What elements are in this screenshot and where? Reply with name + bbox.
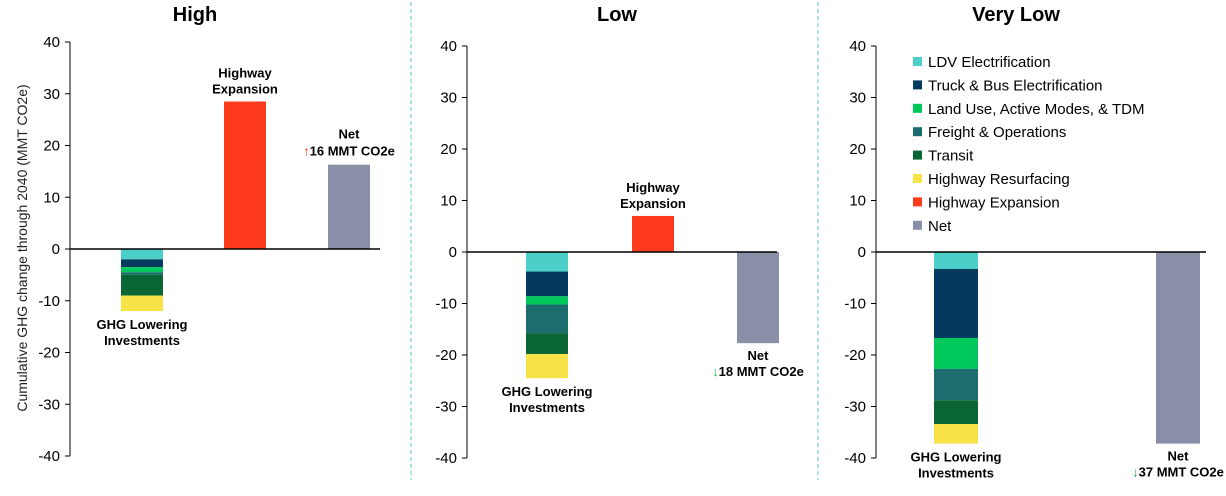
bar-segment-transit — [121, 274, 163, 296]
y-tick-label: 0 — [858, 244, 866, 261]
y-tick-label: -30 — [435, 399, 457, 416]
legend-swatch — [913, 174, 922, 183]
ghg-lowering-label: GHG Lowering — [97, 317, 188, 332]
legend-label: Highway Resurfacing — [928, 171, 1070, 188]
bar-segment-ldv-electrification — [526, 252, 568, 272]
legend-swatch — [913, 220, 922, 230]
y-tick-label: -10 — [435, 296, 457, 313]
bar-segment-ldv-electrification — [934, 252, 978, 269]
legend-label: Freight & Operations — [928, 124, 1066, 141]
legend-label: LDV Electrification — [928, 54, 1051, 71]
highway-expansion-label: Highway — [218, 66, 272, 81]
ghg-lowering-label: Investments — [918, 466, 994, 481]
bar-net — [1156, 252, 1200, 444]
bar-segment-highway-resurfacing — [526, 353, 568, 379]
highway-expansion-label: Expansion — [620, 196, 686, 211]
highway-expansion-label: Highway — [626, 180, 680, 195]
y-tick-label: 10 — [43, 189, 60, 206]
net-label: Net — [748, 348, 770, 363]
net-change-label: ↓37 MMT CO2e — [1132, 465, 1224, 480]
y-tick-label: 30 — [440, 90, 457, 107]
bar-net — [737, 252, 779, 344]
y-tick-label: 10 — [440, 193, 457, 210]
y-tick-label: -40 — [435, 450, 457, 467]
legend-swatch — [913, 197, 922, 207]
bar-segment-truck-bus-electrification — [934, 268, 978, 339]
legend-label: Truck & Bus Electrification — [928, 77, 1103, 94]
y-tick-label: -10 — [844, 296, 866, 313]
bar-segment-truck-bus-electrification — [526, 271, 568, 297]
bar-segment-freight-operations — [121, 272, 163, 275]
bar-segment-land-use-active-modes-tdm — [934, 338, 978, 369]
legend-swatch — [913, 103, 922, 113]
net-direction-arrow: ↓ — [1132, 465, 1139, 480]
bar-segment-freight-operations — [934, 368, 978, 401]
bar-segment-highway-resurfacing — [121, 295, 163, 312]
y-tick-label: 0 — [52, 241, 60, 258]
y-tick-label: -20 — [844, 347, 866, 364]
y-tick-label: 20 — [43, 138, 60, 155]
ghg-lowering-label: Investments — [104, 333, 180, 348]
legend-label: Highway Expansion — [928, 194, 1060, 211]
net-direction-arrow: ↑ — [303, 144, 310, 159]
legend-label: Net — [928, 218, 952, 235]
legend-swatch — [913, 80, 922, 90]
net-label: Net — [339, 127, 361, 142]
y-tick-label: -40 — [844, 450, 866, 467]
net-change-label: ↓18 MMT CO2e — [712, 364, 804, 379]
y-tick-label: -40 — [38, 448, 60, 465]
y-tick-label: -20 — [435, 347, 457, 364]
net-direction-arrow: ↓ — [712, 364, 719, 379]
bar-highway-expansion — [632, 215, 674, 252]
ghg-lowering-label: GHG Lowering — [911, 450, 1002, 465]
bar-segment-ldv-electrification — [121, 249, 163, 260]
chart-title: High — [173, 4, 217, 26]
legend-label: Land Use, Active Modes, & TDM — [928, 101, 1144, 118]
legend-swatch — [913, 127, 922, 137]
bar-segment-transit — [526, 333, 568, 354]
bar-segment-highway-resurfacing — [934, 424, 978, 444]
y-tick-label: 40 — [849, 38, 866, 55]
ghg-lowering-label: Investments — [509, 400, 585, 415]
highway-expansion-label: Expansion — [212, 82, 278, 97]
legend-swatch — [913, 150, 922, 160]
y-tick-label: 30 — [849, 90, 866, 107]
net-change-label: ↑16 MMT CO2e — [303, 144, 395, 159]
y-tick-label: 40 — [43, 34, 60, 51]
bar-segment-truck-bus-electrification — [121, 259, 163, 268]
y-tick-label: 30 — [43, 86, 60, 103]
y-tick-label: 20 — [849, 141, 866, 158]
y-tick-label: -30 — [844, 399, 866, 416]
y-axis-title: Cumulative GHG change through 2040 (MMT … — [14, 84, 30, 411]
y-tick-label: 0 — [449, 244, 457, 261]
y-tick-label: 40 — [440, 38, 457, 55]
bar-segment-transit — [934, 400, 978, 425]
bar-highway-expansion — [224, 101, 266, 249]
y-tick-label: -10 — [38, 293, 60, 310]
y-tick-label: -20 — [38, 345, 60, 362]
y-tick-label: 10 — [849, 193, 866, 210]
net-change-value: 37 MMT CO2e — [1139, 465, 1224, 480]
legend-label: Transit — [928, 148, 974, 165]
net-label: Net — [1168, 449, 1190, 464]
y-tick-label: -30 — [38, 396, 60, 413]
bar-segment-freight-operations — [526, 304, 568, 334]
chart-title: Low — [597, 4, 637, 26]
y-tick-label: 20 — [440, 141, 457, 158]
legend-swatch — [913, 57, 922, 66]
bar-segment-land-use-active-modes-tdm — [526, 296, 568, 305]
net-change-value: 18 MMT CO2e — [719, 364, 804, 379]
ghg-lowering-label: GHG Lowering — [502, 384, 593, 399]
bar-segment-land-use-active-modes-tdm — [121, 267, 163, 273]
bar-net — [328, 164, 370, 249]
chart-title: Very Low — [972, 4, 1060, 26]
net-change-value: 16 MMT CO2e — [310, 144, 395, 159]
